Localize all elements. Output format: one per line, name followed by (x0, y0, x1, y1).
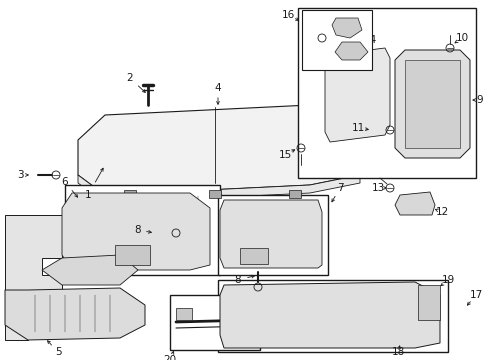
Polygon shape (5, 215, 62, 340)
Text: 19: 19 (441, 275, 454, 285)
Bar (218, 195, 327, 275)
Text: 15: 15 (278, 150, 291, 160)
Bar (124, 190, 136, 198)
Text: 12: 12 (434, 207, 447, 217)
Text: 10: 10 (454, 33, 468, 43)
Bar (218, 280, 447, 352)
Polygon shape (176, 308, 192, 320)
Text: 7: 7 (336, 183, 343, 193)
Text: 18: 18 (390, 347, 404, 357)
Polygon shape (78, 105, 359, 195)
Bar (288, 190, 301, 198)
Text: 2: 2 (126, 73, 133, 83)
Bar (297, 8, 475, 178)
Text: 4: 4 (214, 83, 221, 93)
Polygon shape (394, 192, 434, 215)
Polygon shape (331, 18, 361, 38)
Polygon shape (220, 200, 321, 268)
Text: 8: 8 (234, 275, 241, 285)
Bar (417, 285, 439, 320)
Bar (115, 245, 150, 265)
Text: 13: 13 (370, 183, 384, 193)
Bar (65, 185, 220, 275)
Polygon shape (325, 48, 389, 142)
Bar (240, 248, 267, 264)
Text: 16: 16 (281, 10, 294, 20)
Text: 14: 14 (363, 35, 376, 45)
Polygon shape (42, 255, 138, 285)
Text: 5: 5 (55, 347, 61, 357)
Polygon shape (62, 193, 209, 270)
Text: 1: 1 (84, 190, 91, 200)
Text: 8: 8 (134, 225, 141, 235)
Bar (170, 295, 260, 350)
Text: 6: 6 (61, 177, 68, 187)
Text: 9: 9 (476, 95, 482, 105)
Text: 3: 3 (17, 170, 23, 180)
Polygon shape (5, 288, 145, 340)
Polygon shape (78, 175, 359, 203)
Polygon shape (394, 50, 469, 158)
Polygon shape (404, 60, 459, 148)
Bar (208, 190, 221, 198)
Text: 20: 20 (163, 355, 176, 360)
Text: 11: 11 (351, 123, 364, 133)
Text: 17: 17 (468, 290, 482, 300)
Bar (302, 10, 371, 70)
Polygon shape (220, 282, 439, 348)
Polygon shape (334, 42, 367, 60)
